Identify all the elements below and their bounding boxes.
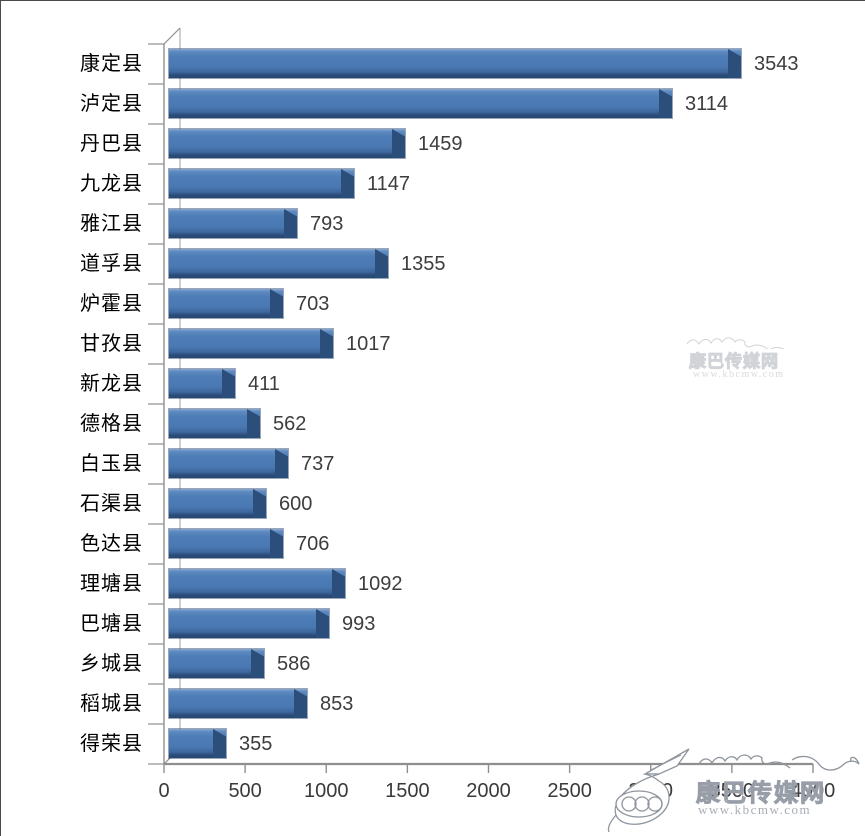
bar-value-label: 1017 (346, 333, 391, 355)
bar-end-cap (213, 729, 226, 758)
chart-bar (168, 728, 227, 759)
category-label: 泸定县 (80, 93, 143, 115)
bar-end-cap (316, 609, 329, 638)
bar-end-cap (294, 689, 307, 718)
x-axis-tick-label: 0 (158, 780, 170, 802)
bar-value-label: 1092 (358, 573, 403, 595)
x-axis-tick-label: 4000 (790, 780, 836, 802)
category-label: 德格县 (80, 413, 143, 435)
x-axis-tick-label: 1500 (385, 780, 430, 802)
category-label: 得荣县 (80, 733, 143, 755)
chart-bar (168, 48, 742, 79)
chart-bar (168, 208, 298, 239)
chart-bar (168, 528, 284, 559)
chart-bar (168, 88, 673, 119)
bar-end-cap (659, 89, 672, 118)
bar-value-label: 703 (296, 293, 330, 315)
bar-value-label: 3543 (754, 53, 799, 75)
category-label: 石渠县 (80, 493, 143, 515)
bar-end-cap (275, 449, 288, 478)
bar-value-label: 737 (301, 453, 335, 475)
bar-end-cap (247, 409, 260, 438)
chart-bar (168, 488, 267, 519)
chart-bar (168, 168, 355, 199)
chart-bar (168, 248, 389, 279)
x-axis-tick-label: 2500 (547, 780, 592, 802)
bar-value-label: 853 (320, 693, 354, 715)
category-label: 雅江县 (80, 213, 143, 235)
category-label: 稻城县 (80, 693, 143, 715)
bar-end-cap (375, 249, 388, 278)
category-label: 理塘县 (80, 573, 143, 595)
bar-end-cap (284, 209, 297, 238)
bar-end-cap (222, 369, 235, 398)
x-axis-tick-label: 500 (228, 780, 262, 802)
bar-value-label: 411 (248, 373, 280, 395)
chart-bar (168, 328, 334, 359)
x-axis-tick-label: 1000 (304, 780, 349, 802)
bar-end-cap (332, 569, 345, 598)
chart-bar (168, 688, 308, 719)
category-label: 康定县 (80, 53, 143, 75)
bar-end-cap (253, 489, 266, 518)
category-label: 乡城县 (80, 653, 143, 675)
chart-bar (168, 288, 284, 319)
bar-value-label: 3114 (685, 93, 729, 115)
bar-value-label: 562 (273, 413, 307, 435)
chart-bar (168, 368, 236, 399)
bar-end-cap (251, 649, 264, 678)
bar-value-label: 600 (279, 493, 313, 515)
chart-bar (168, 128, 406, 159)
chart-bar (168, 648, 265, 679)
bar-end-cap (728, 49, 741, 78)
bar-value-label: 993 (342, 613, 376, 635)
category-label: 甘孜县 (80, 333, 143, 355)
bar-value-label: 1147 (367, 173, 411, 195)
category-label: 九龙县 (80, 173, 143, 195)
category-label: 白玉县 (80, 453, 143, 475)
bar-end-cap (341, 169, 354, 198)
x-axis-tick-label: 3000 (628, 780, 674, 802)
bar-value-label: 1355 (401, 253, 446, 275)
bar-end-cap (392, 129, 405, 158)
chart-bar (168, 448, 289, 479)
bar-end-cap (270, 529, 283, 558)
bar-value-label: 355 (239, 733, 273, 755)
category-label: 丹巴县 (80, 133, 143, 155)
category-label: 道孚县 (80, 253, 143, 275)
category-label: 新龙县 (80, 373, 143, 395)
chart-bar (168, 608, 330, 639)
x-axis-tick-label: 3500 (709, 780, 755, 802)
bar-value-label: 586 (277, 653, 311, 675)
x-axis-tick-label: 2000 (466, 780, 511, 802)
chart-bar (168, 408, 261, 439)
bar-value-label: 1459 (418, 133, 463, 155)
chart-bar (168, 568, 346, 599)
bar-end-cap (320, 329, 333, 358)
bar-value-label: 706 (296, 533, 330, 555)
bar-value-label: 793 (310, 213, 344, 235)
bar-end-cap (270, 289, 283, 318)
category-label: 色达县 (80, 533, 143, 555)
category-label: 巴塘县 (80, 613, 143, 635)
category-label: 炉霍县 (80, 293, 143, 315)
